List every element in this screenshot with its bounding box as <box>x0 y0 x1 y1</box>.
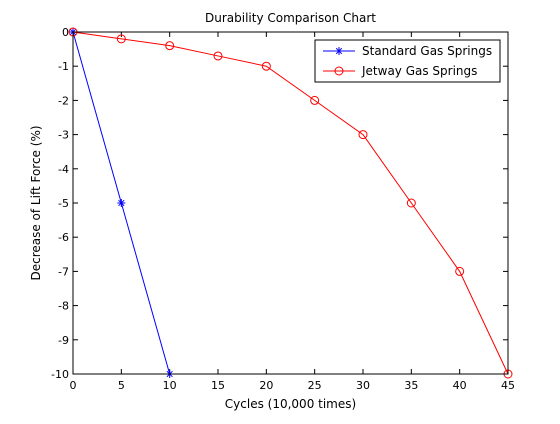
data-point <box>358 130 368 140</box>
x-tick-label: 40 <box>453 379 467 392</box>
y-tick-label: -1 <box>58 60 69 73</box>
x-tick-label: 5 <box>118 379 125 392</box>
legend-marker-circle <box>334 66 344 76</box>
x-tick-label: 20 <box>259 379 273 392</box>
y-tick-label: -5 <box>58 197 69 210</box>
plot-area <box>73 32 508 374</box>
x-tick-label: 0 <box>70 379 77 392</box>
data-point <box>406 198 416 208</box>
y-tick-label: -7 <box>58 265 69 278</box>
x-tick-label: 35 <box>404 379 418 392</box>
legend: Standard Gas Springs Jetway Gas Springs <box>314 39 501 83</box>
x-tick-label: 45 <box>501 379 515 392</box>
y-tick-label: 0 <box>62 26 69 39</box>
legend-marker-asterisk <box>335 47 343 55</box>
y-tick-label: -4 <box>58 163 69 176</box>
y-tick-label: -6 <box>58 231 69 244</box>
plot-frame <box>72 31 509 375</box>
data-point <box>213 51 223 61</box>
data-point <box>310 95 320 105</box>
x-tick-label: 15 <box>211 379 225 392</box>
y-tick-label: -3 <box>58 129 69 142</box>
y-tick-label: -10 <box>51 368 69 381</box>
y-tick-label: -8 <box>58 300 69 313</box>
y-tick-label: -2 <box>58 94 69 107</box>
plot-background <box>73 32 508 374</box>
data-point <box>116 34 126 44</box>
series-line-jetway <box>72 31 509 375</box>
series-layer <box>68 27 513 379</box>
legend-label-standard: Standard Gas Springs <box>362 44 492 58</box>
x-tick-label: 30 <box>356 379 370 392</box>
legend-box <box>314 39 501 83</box>
x-axis-label: Cycles (10,000 times) <box>225 397 356 411</box>
data-point <box>455 266 465 276</box>
x-tick-label: 10 <box>163 379 177 392</box>
axis-ticks: 0 5 10 15 20 25 30 35 40 45 0 -1 -2 -3 -4 -5 -6 -7 -8 -9 -10 <box>51 26 515 392</box>
y-axis-label: Decrease of Lift Force (%) <box>29 125 43 280</box>
y-tick-label: -9 <box>58 334 69 347</box>
chart-title: Durability Comparison Chart <box>205 11 376 25</box>
data-point <box>261 61 271 71</box>
data-point <box>117 199 126 207</box>
legend-label-jetway: Jetway Gas Springs <box>361 64 477 78</box>
data-point <box>165 41 175 51</box>
x-tick-label: 25 <box>308 379 322 392</box>
